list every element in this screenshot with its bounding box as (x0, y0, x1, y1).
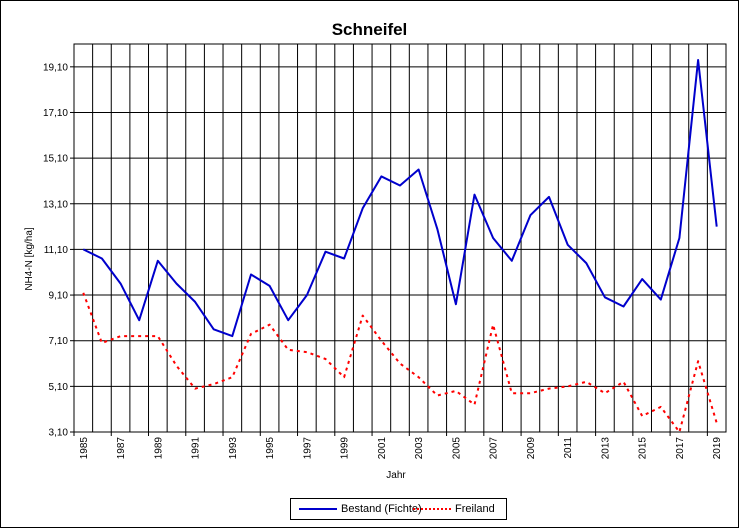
x-tick-label: 1991 (191, 437, 202, 460)
chart-title: Schneifel (331, 20, 408, 39)
y-tick-label: 11,10 (44, 245, 69, 256)
grid (74, 44, 726, 433)
series-line-freiland (82, 292, 718, 433)
legend-swatch-bestand (299, 508, 337, 510)
x-tick-label: 1999 (340, 437, 351, 460)
x-tick-label: 2003 (414, 437, 425, 460)
x-tick-label: 2011 (563, 437, 574, 459)
x-tick-label: 1995 (265, 437, 276, 460)
x-tick-label: 2001 (377, 437, 388, 460)
x-tick-label: 2013 (600, 437, 611, 460)
plot-area (73, 43, 727, 433)
x-tick-label: 1993 (228, 437, 239, 460)
series-group (82, 59, 718, 433)
x-tick-label: 2005 (451, 437, 462, 460)
legend: Bestand (Fichte) Freiland (290, 498, 507, 520)
x-tick-label: 2007 (489, 437, 500, 460)
x-tick-label: 1987 (116, 437, 127, 460)
y-tick-label: 17,10 (43, 108, 68, 119)
y-axis-ticks: 3,10 5,10 7,10 9,10 11,10 13,10 15,10 17,10 19,1… (43, 62, 74, 439)
y-tick-label: 7,10 (49, 336, 69, 347)
x-tick-label: 2019 (712, 437, 723, 460)
y-tick-label: 3,10 (49, 428, 69, 439)
x-axis-ticks: 1985 1987 1989 1991 1993 1995 1997 1999 2001 2003… (73, 432, 723, 460)
y-tick-label: 19,10 (43, 62, 68, 73)
x-tick-label: 2015 (638, 437, 649, 460)
legend-label-bestand: Bestand (Fichte) (341, 503, 422, 515)
y-axis-label: NH4-N [kg/ha] (24, 227, 35, 291)
x-axis-label: Jahr (386, 470, 406, 481)
x-tick-label: 1989 (153, 437, 164, 460)
y-tick-label: 9,10 (49, 291, 69, 302)
x-tick-label: 2009 (526, 437, 537, 460)
legend-item-freiland: Freiland (413, 502, 495, 516)
y-tick-label: 15,10 (43, 154, 68, 165)
x-tick-label: 2017 (675, 437, 686, 460)
x-tick-label: 1985 (79, 437, 90, 460)
x-tick-label: 1997 (302, 437, 313, 460)
y-tick-label: 5,10 (49, 382, 69, 393)
legend-item-bestand: Bestand (Fichte) (299, 502, 422, 516)
y-tick-label: 13,10 (43, 199, 68, 210)
legend-label-freiland: Freiland (455, 503, 495, 515)
legend-swatch-freiland (413, 508, 451, 510)
